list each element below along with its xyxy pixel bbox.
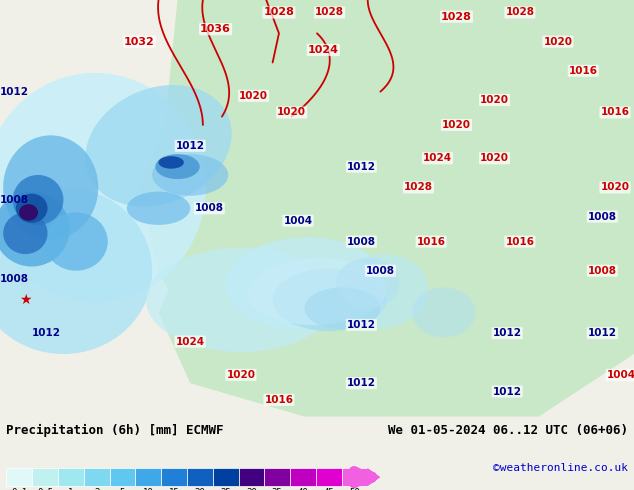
Text: 1012: 1012 [347,378,376,388]
Ellipse shape [336,258,399,308]
Text: 1020: 1020 [543,37,573,47]
Text: 1016: 1016 [417,237,446,246]
Text: 1012: 1012 [347,320,376,330]
Text: 0.1: 0.1 [11,488,27,490]
Bar [238,468,264,486]
Ellipse shape [273,269,387,331]
Text: 1012: 1012 [493,387,522,396]
Text: 1024: 1024 [308,45,339,55]
Text: 1016: 1016 [569,66,598,76]
Ellipse shape [3,135,98,240]
Text: 1028: 1028 [404,182,433,193]
Text: 1016: 1016 [505,237,534,246]
Text: 1012: 1012 [0,87,29,97]
Bar [290,468,316,486]
Ellipse shape [0,187,152,354]
Ellipse shape [158,156,184,169]
Bar [84,468,110,486]
Polygon shape [139,0,634,416]
Bar [58,468,84,486]
Ellipse shape [13,175,63,225]
Text: 1020: 1020 [277,107,306,118]
Text: 1008: 1008 [588,212,617,221]
Text: 10: 10 [143,488,153,490]
Polygon shape [368,468,380,486]
Ellipse shape [0,73,206,302]
Ellipse shape [16,194,48,223]
Text: 1020: 1020 [239,91,268,101]
Text: Precipitation (6h) [mm] ECMWF: Precipitation (6h) [mm] ECMWF [6,424,224,437]
Bar [161,468,187,486]
Text: 1008: 1008 [588,266,617,276]
Text: 2: 2 [94,488,100,490]
Ellipse shape [127,192,190,225]
Text: 1008: 1008 [195,203,224,213]
Text: 1: 1 [68,488,74,490]
Text: 1008: 1008 [0,274,29,284]
Bar [32,468,58,486]
Text: 40: 40 [297,488,308,490]
Text: 1028: 1028 [264,7,294,18]
Ellipse shape [247,258,387,325]
Text: 5: 5 [120,488,125,490]
Text: 1020: 1020 [480,153,509,163]
Text: 15: 15 [169,488,179,490]
Text: 1036: 1036 [200,24,231,34]
Text: 1032: 1032 [124,37,155,47]
Text: 30: 30 [246,488,257,490]
Text: 1024: 1024 [176,337,205,346]
Text: 1012: 1012 [493,328,522,338]
Text: ©weatheronline.co.uk: ©weatheronline.co.uk [493,463,628,473]
Ellipse shape [152,154,228,196]
Text: 45: 45 [323,488,334,490]
Bar [316,468,342,486]
Text: 1012: 1012 [347,162,376,172]
Ellipse shape [412,287,476,338]
Text: 1028: 1028 [505,7,534,18]
Text: 1020: 1020 [226,370,256,380]
Text: 1020: 1020 [480,95,509,105]
Text: 25: 25 [220,488,231,490]
Text: 1008: 1008 [347,237,376,246]
Text: ★: ★ [19,293,32,307]
Ellipse shape [304,287,380,329]
Ellipse shape [44,213,108,270]
Ellipse shape [0,192,70,267]
Text: We 01-05-2024 06..12 UTC (06+06): We 01-05-2024 06..12 UTC (06+06) [387,424,628,437]
Text: 1012: 1012 [176,141,205,151]
Text: 1016: 1016 [600,107,630,118]
Text: 1020: 1020 [600,182,630,193]
Text: 35: 35 [272,488,283,490]
Ellipse shape [225,237,384,329]
Text: 1008: 1008 [0,195,29,205]
Bar [135,468,161,486]
Polygon shape [368,0,456,117]
Bar [187,468,213,486]
Bar [342,468,368,486]
Ellipse shape [19,204,38,221]
Bar [213,468,238,486]
Text: 1016: 1016 [264,395,294,405]
Text: 1008: 1008 [366,266,395,276]
Polygon shape [158,258,349,416]
Ellipse shape [155,154,200,179]
Ellipse shape [333,254,428,329]
Text: 1024: 1024 [423,153,452,163]
Text: 1028: 1028 [315,7,344,18]
Bar [264,468,290,486]
Bar [6,468,32,486]
Text: 1028: 1028 [441,12,472,22]
Text: 0.5: 0.5 [37,488,53,490]
Ellipse shape [86,85,231,207]
Ellipse shape [146,248,336,352]
Bar [110,468,135,486]
Text: 1004: 1004 [607,370,634,380]
Text: 1012: 1012 [32,328,61,338]
Text: 1020: 1020 [442,120,471,130]
Ellipse shape [3,213,48,254]
Text: 1012: 1012 [588,328,617,338]
Text: 1004: 1004 [283,216,313,226]
Text: 20: 20 [195,488,205,490]
Text: 50: 50 [349,488,360,490]
